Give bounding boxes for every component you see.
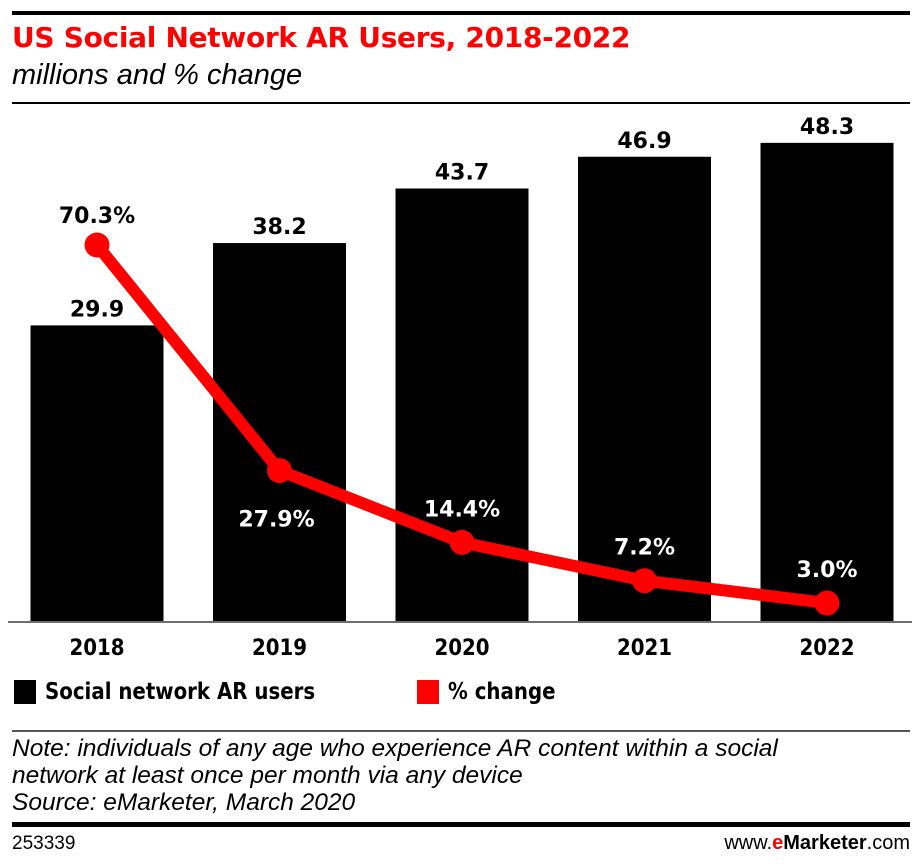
bar-2019	[213, 243, 346, 622]
change-point-2022	[814, 590, 840, 616]
legend-item-change: % change	[417, 679, 573, 705]
bars-layer	[30, 142, 894, 622]
bar-value-label: 46.9	[617, 129, 671, 154]
logo-e: e	[772, 832, 784, 854]
chart-subtitle: millions and % change	[12, 59, 303, 91]
change-point-2019	[267, 458, 292, 484]
bottom-rule	[12, 822, 910, 827]
change-point-2021	[632, 568, 657, 594]
site-url[interactable]: www.eMarketer.com	[724, 832, 910, 855]
bar-2022	[760, 142, 894, 622]
x-tick-label: 2022	[799, 635, 854, 660]
line-layer	[84, 232, 840, 616]
source-line: Source: eMarketer, March 2020	[12, 789, 356, 816]
legend-label: % change	[448, 679, 556, 705]
change-value-label: 7.2%	[614, 536, 675, 561]
logo-brand: Marketer	[783, 832, 867, 854]
change-value-label: 27.9%	[238, 508, 314, 533]
change-point-2020	[449, 529, 475, 555]
change-value-label: 3.0%	[796, 558, 857, 583]
x-tick-label: 2019	[252, 635, 307, 660]
note-line-1: Note: individuals of any age who experie…	[12, 735, 778, 762]
bar-value-label: 38.2	[252, 215, 306, 240]
bar-value-label: 29.9	[70, 297, 124, 322]
x-tick-label: 2018	[69, 635, 124, 660]
footnote: Note: individuals of any age who experie…	[12, 735, 912, 816]
change-point-2018	[84, 232, 110, 258]
top-rule	[12, 11, 910, 15]
bar-2018	[30, 325, 164, 622]
chart-id: 253339	[12, 833, 76, 854]
site-prefix: www.	[724, 832, 773, 854]
x-ticks-layer: 2018 2019 2020 2021 2022	[69, 635, 854, 660]
bar-2021	[578, 156, 711, 622]
chart-plot: 29.9 38.2 43.7 46.9 48.3 70.3% 27.9% 14.4% 7.2%…	[8, 115, 912, 660]
legend-swatch-bar	[14, 680, 36, 704]
chart-title: US Social Network AR Users, 2018-2022	[12, 21, 631, 54]
change-value-label: 70.3%	[59, 204, 135, 229]
legend-item-users: Social network AR users	[14, 679, 359, 705]
x-tick-label: 2020	[434, 635, 489, 660]
bar-value-label: 43.7	[435, 160, 489, 185]
note-divider	[12, 730, 910, 732]
x-tick-label: 2021	[617, 635, 672, 660]
legend-label: Social network AR users	[45, 679, 316, 705]
note-line-2: network at least once per month via any …	[12, 762, 523, 789]
bar-labels-layer: 29.9 38.2 43.7 46.9 48.3	[70, 115, 854, 323]
change-value-label: 14.4%	[424, 497, 500, 522]
line-labels-layer: 70.3% 27.9% 14.4% 7.2% 3.0%	[59, 204, 858, 583]
legend: Social network AR users % change	[14, 674, 631, 710]
bar-value-label: 48.3	[800, 115, 854, 140]
legend-swatch-line	[417, 680, 440, 704]
site-suffix: .com	[866, 832, 910, 854]
header-divider	[12, 102, 910, 104]
